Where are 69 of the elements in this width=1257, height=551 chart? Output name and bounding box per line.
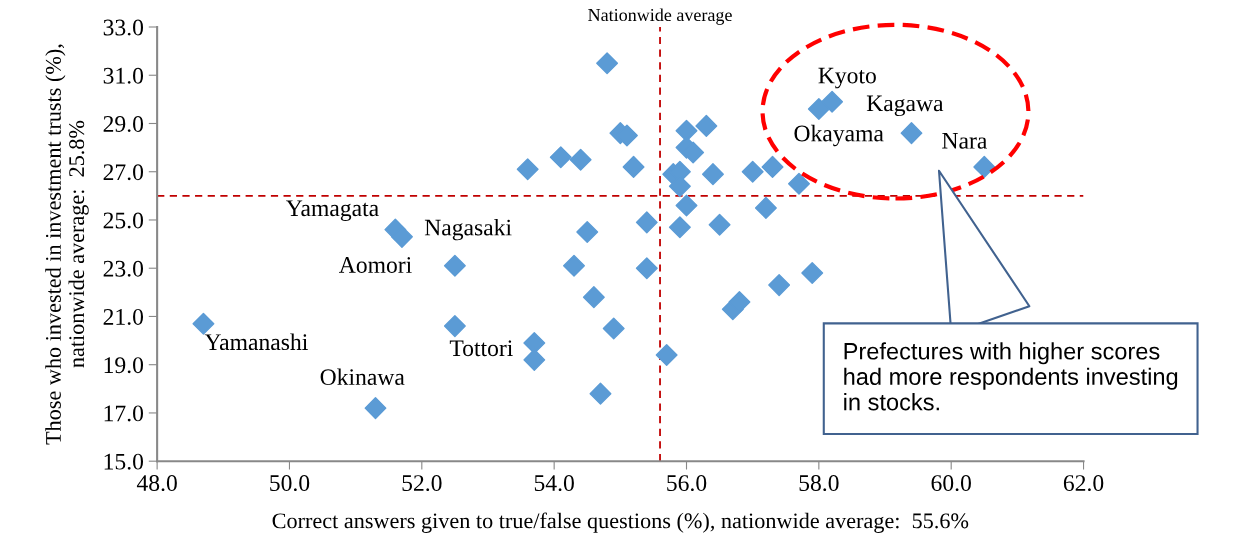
point [523, 348, 546, 371]
annotation: Prefectures with higher scores had more respondents investing in stocks. [844, 342, 1178, 411]
point [741, 160, 764, 183]
point [443, 315, 466, 338]
x-tick-label: 62.0 [1063, 475, 1104, 492]
y-tick-label: 23.0 [103, 260, 144, 277]
point [655, 344, 678, 367]
point [695, 114, 718, 137]
annotation: Nagasaki [424, 218, 512, 241]
point [668, 216, 691, 239]
point [728, 290, 751, 313]
annotation: Nara [942, 133, 988, 149]
y-tick-label: 15.0 [104, 453, 144, 470]
point [761, 155, 784, 178]
point [390, 225, 413, 248]
point [675, 119, 698, 142]
y-tick-label: 27.0 [103, 164, 144, 181]
y-tick-label: 31.0 [103, 67, 144, 84]
point [582, 286, 605, 309]
point [622, 155, 645, 178]
point [635, 257, 658, 280]
point [523, 331, 546, 354]
x-tick-label: 54.0 [534, 475, 574, 492]
x-tick-label: 58.0 [799, 475, 839, 492]
point [807, 98, 830, 121]
point [973, 155, 996, 178]
y-tick-label: 19.0 [104, 357, 144, 374]
annotation: Aomori [339, 257, 412, 273]
annotation: Kagawa [866, 95, 944, 117]
point [900, 122, 923, 145]
y-tick-label: 17.0 [104, 405, 144, 422]
annotation: Yamagata [286, 200, 379, 222]
point [192, 312, 215, 335]
point [701, 163, 724, 186]
y-tick-label: 33.0 [103, 19, 144, 36]
point [516, 158, 539, 181]
point [787, 172, 810, 195]
point [563, 254, 586, 277]
annotation: Kyoto [818, 67, 876, 89]
y-tick-label: 21.0 [103, 308, 144, 325]
y-axis-title: Those who invested in investment trusts (%), nationwide average: 25.8% [45, 44, 89, 445]
point [602, 317, 625, 340]
point [768, 274, 791, 297]
point [364, 397, 387, 420]
annotation: Okayama [794, 124, 884, 147]
point [801, 262, 824, 285]
point [549, 146, 572, 169]
y-tick-label: 25.0 [103, 212, 144, 229]
x-tick-label: 52.0 [402, 475, 442, 492]
point [576, 221, 599, 244]
y-tick-label: 29.0 [103, 115, 144, 133]
point [821, 90, 844, 113]
x-tick-label: 50.0 [270, 475, 310, 492]
point [708, 213, 731, 236]
ref-line-label: Nationwide average [588, 8, 732, 25]
point [569, 148, 592, 171]
annotation: Yamanashi [204, 333, 308, 351]
point [443, 254, 466, 277]
point [754, 196, 777, 219]
x-tick-label: 60.0 [931, 475, 971, 492]
point [635, 211, 658, 234]
point [675, 194, 698, 217]
point [589, 382, 612, 405]
annotation: Tottori [449, 340, 513, 357]
annotation: Okinawa [320, 368, 405, 386]
point [596, 52, 619, 75]
x-tick-label: 48.0 [136, 475, 177, 492]
x-axis-title: Correct answers given to true/false questions (%), nationwide average: 55.6% [272, 512, 969, 533]
x-tick-label: 56.0 [667, 475, 707, 492]
